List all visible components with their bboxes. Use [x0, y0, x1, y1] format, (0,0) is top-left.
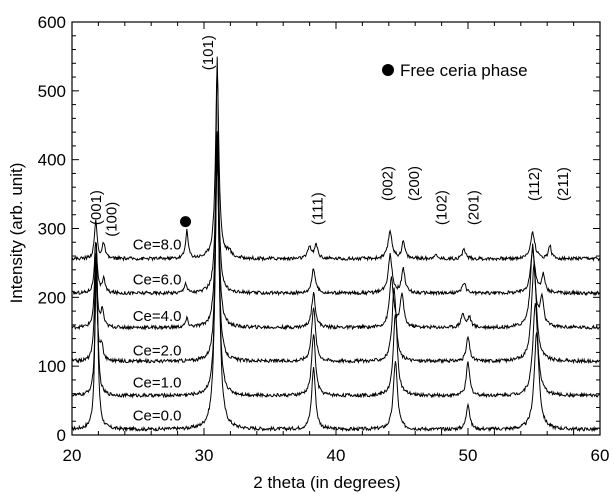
- legend-marker-ceria: [382, 64, 394, 76]
- y-tick-label: 400: [38, 151, 66, 170]
- y-tick-label: 0: [57, 426, 66, 445]
- x-tick-label: 50: [459, 446, 478, 465]
- series-line-0: [71, 56, 601, 433]
- series-label: Ce=0.0: [133, 407, 182, 424]
- legend-label: Free ceria phase: [400, 61, 528, 80]
- y-tick-label: 100: [38, 357, 66, 376]
- series-label: Ce=2.0: [133, 343, 182, 360]
- series-line-1: [71, 134, 601, 399]
- peak-label: (102): [434, 190, 451, 225]
- peak-label: (001): [88, 190, 105, 225]
- peak-label: (201): [465, 190, 482, 225]
- plot-frame: [71, 21, 601, 436]
- ceria-phase-marker: [180, 216, 192, 228]
- x-tick-label: 40: [327, 446, 346, 465]
- peak-label: (100): [104, 202, 121, 237]
- y-tick-label: 200: [38, 288, 66, 307]
- peak-label: (111): [310, 192, 327, 225]
- series-label: Ce=6.0: [133, 272, 182, 289]
- series-label: Ce=1.0: [133, 374, 182, 391]
- x-axis-label: 2 theta (in degrees): [253, 473, 400, 492]
- peak-label: (002): [380, 166, 397, 201]
- x-tick-label: 30: [195, 446, 214, 465]
- peak-label: (112): [526, 167, 543, 201]
- x-tick-label: 20: [63, 446, 82, 465]
- y-tick-label: 300: [38, 220, 66, 239]
- series-layer: Ce=0.0 Ce=1.0 Ce=2.0 Ce=4.0 Ce=6.0 Ce=8.0: [71, 56, 601, 433]
- series-label: Ce=8.0: [133, 237, 182, 254]
- legend: Free ceria phase: [382, 61, 528, 80]
- series-line-5: [71, 70, 601, 262]
- annotation-layer: (001)(100) (101) (111) (002) (200) (102) (201)…: [88, 35, 572, 237]
- peak-label: (200): [406, 166, 423, 201]
- y-tick-label: 500: [38, 82, 66, 101]
- y-tick-label: 600: [38, 13, 66, 32]
- peak-label: (211): [555, 167, 572, 201]
- peak-label: (101): [200, 35, 217, 70]
- series-line-4: [71, 131, 601, 297]
- series-line-3: [71, 140, 601, 331]
- series-label: Ce=4.0: [133, 308, 182, 325]
- y-axis-label: Intensity (arb. unit): [7, 163, 26, 304]
- x-tick-label: 60: [591, 446, 610, 465]
- series-line-2: [71, 155, 601, 365]
